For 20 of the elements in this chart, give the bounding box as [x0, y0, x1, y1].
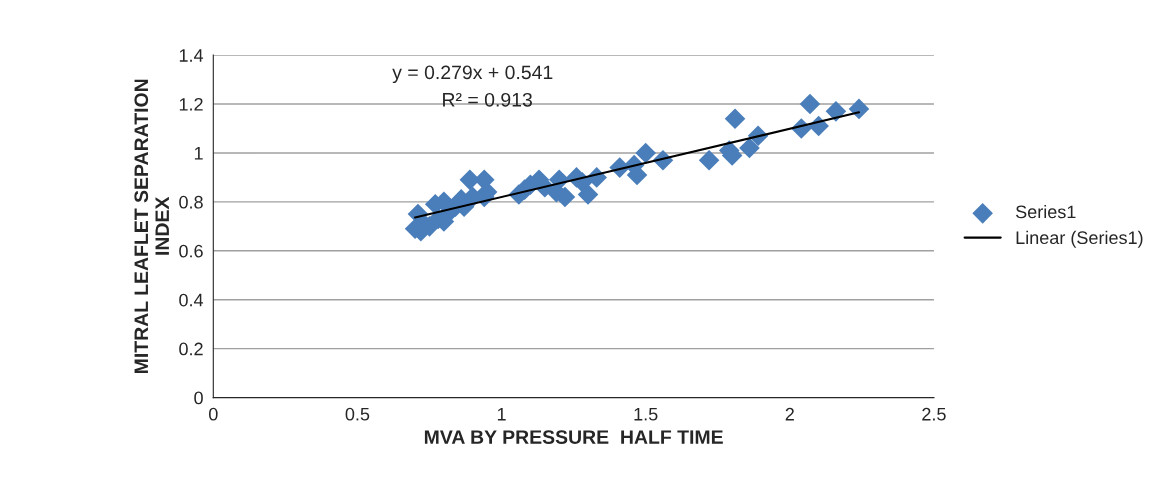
- annotation: y = 0.279x + 0.541: [392, 65, 553, 84]
- y-tick-label: 0: [194, 391, 203, 405]
- y-tick-label: 0.8: [179, 195, 203, 209]
- y-tick-label: 1: [194, 147, 203, 160]
- x-tick-label: 1.5: [634, 407, 658, 421]
- y-tick-label: 0.4: [179, 293, 204, 307]
- legend-label: Linear (Series1): [1016, 230, 1143, 248]
- annotation: R² = 0.913: [443, 92, 532, 107]
- x-axis-title: MVA BY PRESSURE HALF TIME: [424, 430, 723, 444]
- x-tick-label: 1: [497, 407, 506, 421]
- legend-label: Series1: [1015, 204, 1076, 219]
- x-tick-label: 2: [785, 407, 794, 421]
- x-tick-label: 2.5: [922, 407, 946, 421]
- y-tick-label: 1.4: [179, 49, 204, 62]
- y-tick-label: 1.2: [179, 97, 203, 111]
- y-axis-title: MITRAL LEAFLET SEPARATION INDEX: [134, 79, 169, 374]
- y-tick-label: 0.6: [179, 244, 203, 258]
- x-tick-label: 0: [208, 407, 218, 421]
- y-tick-label: 0.2: [179, 342, 203, 356]
- x-tick-label: 0.5: [345, 407, 370, 421]
